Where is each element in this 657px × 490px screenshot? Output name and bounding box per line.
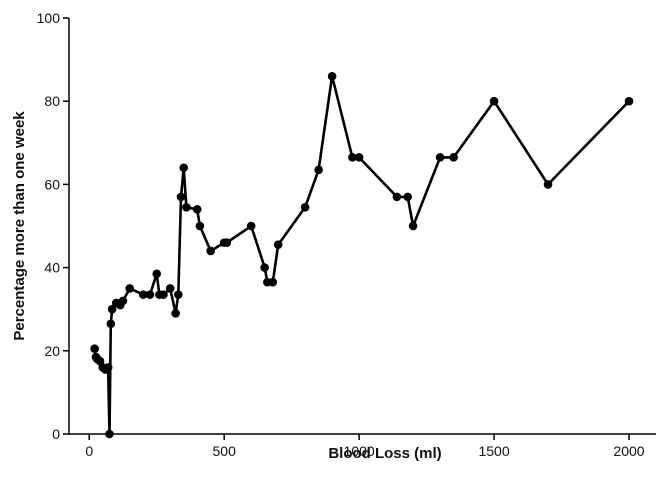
data-point xyxy=(145,290,155,299)
y-tick-label: 60 xyxy=(44,176,60,192)
data-point xyxy=(260,263,269,272)
data-point xyxy=(152,269,162,279)
y-tick-label: 0 xyxy=(52,426,60,442)
y-tick-label: 80 xyxy=(44,93,60,109)
data-point xyxy=(354,153,364,162)
data-point xyxy=(192,205,202,214)
data-point xyxy=(105,429,114,439)
y-tick-label: 40 xyxy=(44,260,60,276)
data-point xyxy=(165,284,175,293)
data-point xyxy=(107,304,117,314)
data-point xyxy=(327,71,337,81)
data-point xyxy=(543,180,553,189)
data-point xyxy=(182,202,191,212)
x-tick-label: 500 xyxy=(213,443,237,459)
data-point xyxy=(300,202,310,212)
data-point xyxy=(403,192,413,202)
y-tick-label: 100 xyxy=(37,10,61,26)
data-point xyxy=(106,319,116,329)
data-point xyxy=(348,153,357,162)
data-point xyxy=(314,165,323,175)
data-point xyxy=(489,96,499,106)
data-point xyxy=(159,290,168,299)
x-tick-label: 1500 xyxy=(478,443,509,459)
data-point xyxy=(103,363,113,372)
data-point xyxy=(90,344,99,354)
x-tick-label: 2000 xyxy=(613,443,644,459)
data-point xyxy=(435,153,445,162)
data-point xyxy=(273,240,283,250)
x-axis-label: Blood Loss (ml) xyxy=(328,445,441,462)
x-tick-label: 0 xyxy=(85,443,93,459)
y-tick-label: 20 xyxy=(44,343,60,359)
series-line xyxy=(93,74,630,436)
data-point xyxy=(138,290,148,299)
data-point xyxy=(392,192,402,202)
data-point xyxy=(222,238,232,247)
data-point xyxy=(449,153,458,162)
data-point xyxy=(624,96,634,106)
y-axis-label: Percentage more than one week xyxy=(11,111,28,341)
data-point xyxy=(176,192,186,202)
data-point xyxy=(171,309,180,318)
data-point xyxy=(125,284,135,293)
data-point xyxy=(174,290,183,299)
data-point xyxy=(246,221,256,231)
data-point xyxy=(179,163,189,173)
data-point xyxy=(195,221,205,231)
x-tick-label: 1000 xyxy=(344,443,375,459)
axes xyxy=(68,18,656,435)
series xyxy=(90,71,634,439)
data-point xyxy=(206,246,215,256)
data-point xyxy=(268,277,278,287)
data-point xyxy=(118,296,128,306)
data-point xyxy=(408,221,418,231)
